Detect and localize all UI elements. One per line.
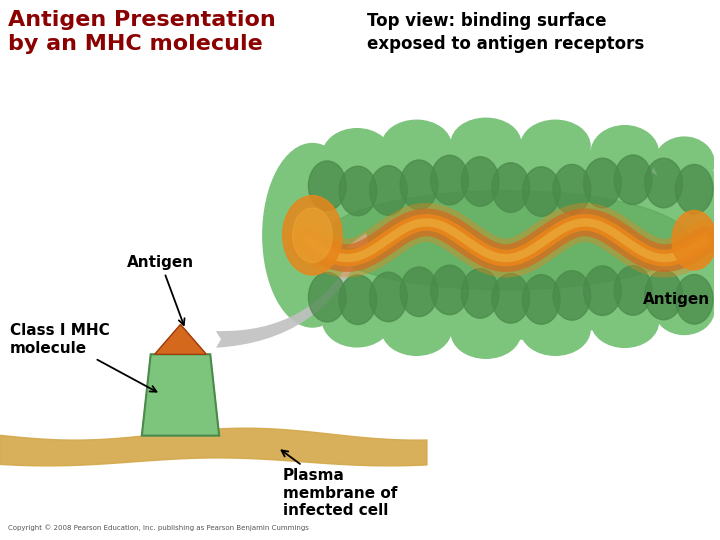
Text: Top view: binding surface
exposed to antigen receptors: Top view: binding surface exposed to ant… [367,12,644,53]
Ellipse shape [292,208,332,262]
Ellipse shape [462,157,499,206]
Ellipse shape [382,120,451,172]
Ellipse shape [523,275,560,324]
Ellipse shape [584,266,621,315]
Ellipse shape [323,191,689,290]
Text: Copyright © 2008 Pearson Education, Inc. publishing as Pearson Benjamin Cummings: Copyright © 2008 Pearson Education, Inc.… [8,524,309,531]
Ellipse shape [431,265,469,315]
Ellipse shape [369,166,408,215]
Ellipse shape [553,164,590,214]
Ellipse shape [521,120,590,172]
Ellipse shape [654,285,714,334]
Ellipse shape [339,275,377,325]
Ellipse shape [400,267,438,316]
Ellipse shape [308,272,346,322]
Ellipse shape [645,158,683,208]
Ellipse shape [307,141,704,340]
Polygon shape [142,354,219,436]
Ellipse shape [614,155,652,205]
Ellipse shape [675,274,713,324]
Text: Antigen: Antigen [643,292,710,307]
Ellipse shape [584,158,621,208]
Polygon shape [155,325,207,354]
Ellipse shape [451,118,521,168]
Ellipse shape [492,274,530,323]
Ellipse shape [369,272,408,322]
Ellipse shape [323,292,392,347]
Text: Class I MHC
molecule: Class I MHC molecule [10,323,156,392]
Ellipse shape [553,271,590,320]
Ellipse shape [645,270,683,320]
Ellipse shape [657,161,720,320]
FancyArrowPatch shape [216,233,369,348]
Ellipse shape [400,160,438,210]
Ellipse shape [523,167,560,217]
Ellipse shape [283,195,342,275]
Ellipse shape [451,307,521,358]
Text: Antigen Presentation
by an MHC molecule: Antigen Presentation by an MHC molecule [8,10,276,54]
Ellipse shape [323,129,392,183]
Ellipse shape [614,266,652,315]
Ellipse shape [308,161,346,211]
Ellipse shape [521,303,590,355]
Ellipse shape [462,268,499,318]
Ellipse shape [654,137,714,188]
Ellipse shape [263,144,362,327]
Ellipse shape [672,211,716,270]
Text: Plasma
membrane of
infected cell: Plasma membrane of infected cell [282,450,397,518]
Ellipse shape [431,155,469,205]
Ellipse shape [382,303,451,355]
Text: Antigen: Antigen [127,255,194,325]
Ellipse shape [591,126,659,180]
Ellipse shape [591,296,659,347]
Ellipse shape [492,163,530,212]
Ellipse shape [339,166,377,216]
Ellipse shape [675,165,713,214]
